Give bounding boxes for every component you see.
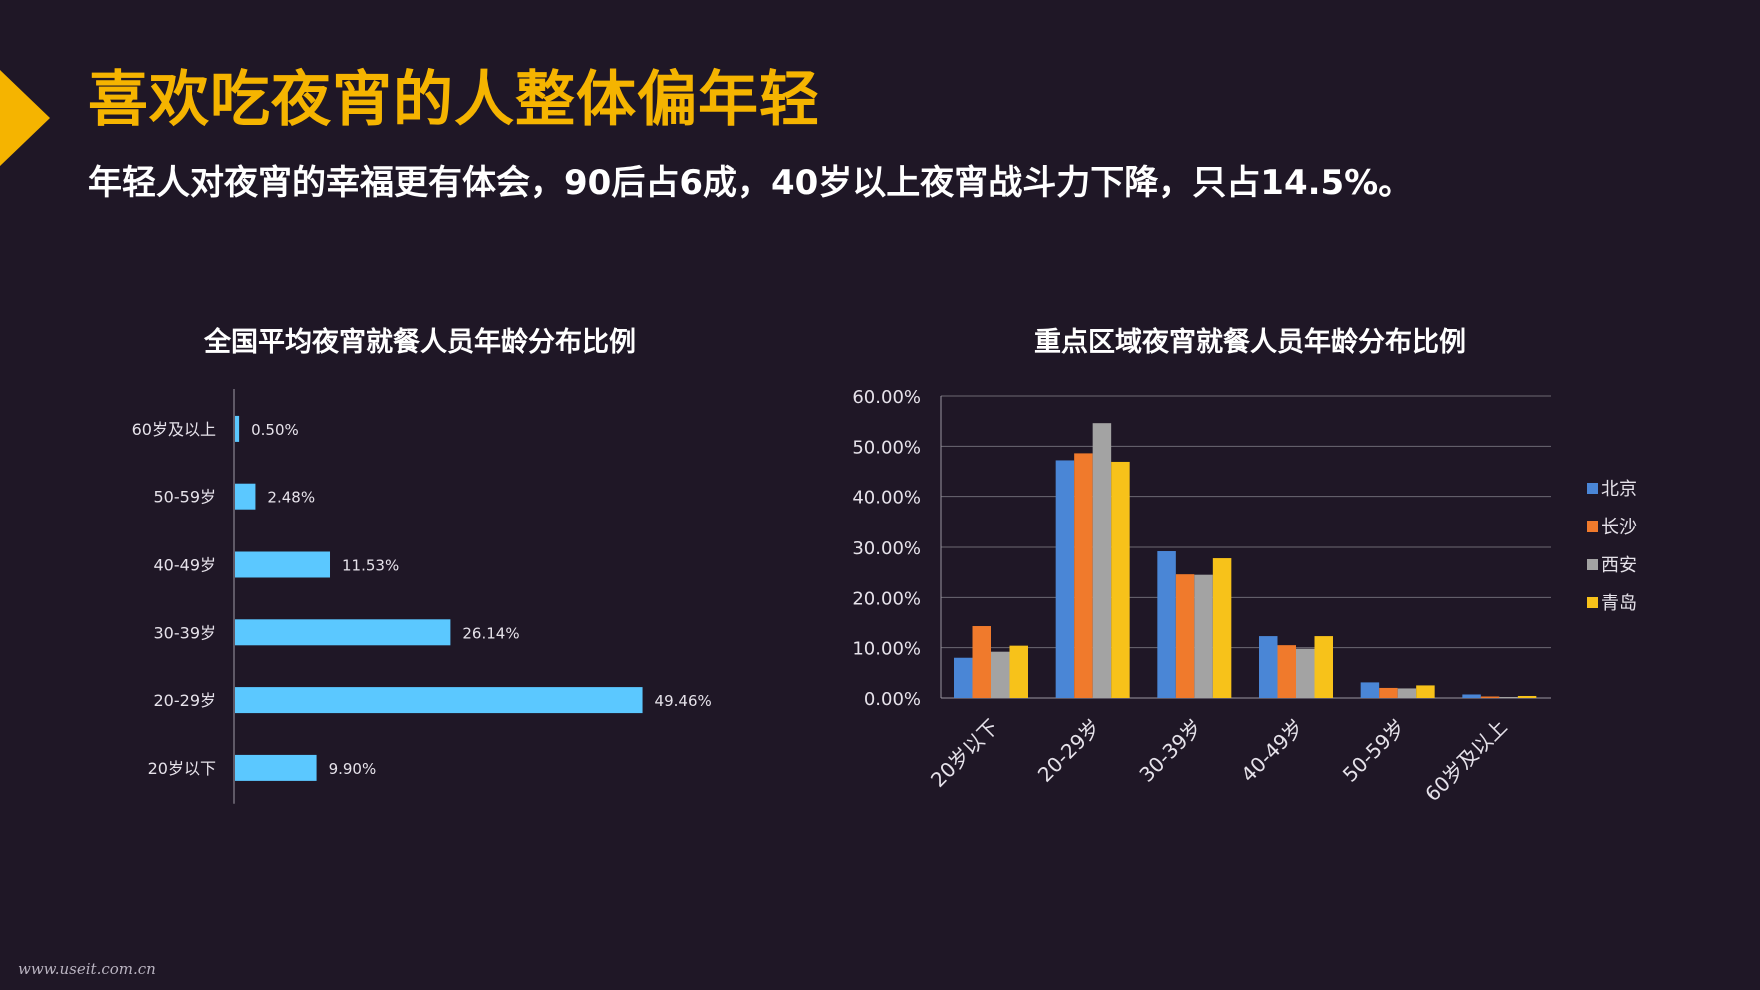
bar [972, 626, 991, 698]
bar [1296, 648, 1315, 698]
bar [1277, 645, 1296, 698]
legend-swatch [1587, 483, 1598, 494]
x-tick-label: 30-39岁 [1134, 715, 1206, 787]
bar [1092, 423, 1112, 698]
legend-label: 青岛 [1601, 593, 1637, 614]
bar [1517, 695, 1537, 698]
bar [1055, 460, 1075, 698]
legend-label: 长沙 [1601, 517, 1637, 538]
y-tick-label: 10.00% [852, 639, 921, 660]
category-label: 30-39岁 [154, 623, 217, 642]
y-tick-label: 20.00% [852, 588, 921, 609]
bar [235, 754, 317, 781]
bar [1499, 696, 1518, 698]
bar [954, 657, 973, 698]
bar [1480, 696, 1500, 698]
bar [235, 687, 643, 714]
regional-age-column-chart: 0.00% 10.00% 20.00% 30.00% 40.00% 50.00% 60.00… [852, 387, 1637, 807]
data-label: 26.14% [462, 624, 519, 642]
bar [1212, 558, 1232, 698]
category-label: 20-29岁 [154, 691, 217, 710]
bar [235, 619, 451, 646]
data-label: 0.50% [251, 421, 299, 439]
bar [235, 483, 256, 510]
bar [1009, 645, 1028, 698]
legend-swatch [1587, 521, 1598, 532]
bar [1175, 574, 1195, 698]
bar [1074, 453, 1093, 698]
accent-arrow-shape [0, 70, 50, 166]
y-tick-label: 40.00% [852, 488, 921, 509]
bar [235, 551, 331, 578]
x-tick-label: 20岁以下 [926, 715, 1003, 792]
national-chart-title: 全国平均夜宵就餐人员年龄分布比例 [204, 327, 636, 358]
national-age-bar-chart: 60岁及以上 0.50% 50-59岁 2.48% 40-49岁 11.53% 30-39岁… [132, 389, 712, 804]
bar [1111, 461, 1130, 698]
legend-label: 北京 [1601, 479, 1637, 500]
legend-swatch [1587, 597, 1598, 608]
x-tick-label: 20-29岁 [1033, 715, 1105, 787]
y-tick-label: 50.00% [852, 437, 921, 458]
x-tick-label: 40-49岁 [1236, 715, 1308, 787]
bar [1379, 687, 1398, 698]
bar [1194, 574, 1213, 698]
data-label: 49.46% [655, 692, 712, 710]
x-tick-label: 60岁及以上 [1420, 715, 1512, 807]
watermark-text: www.useit.com.cn [18, 960, 156, 978]
category-label: 40-49岁 [154, 556, 217, 575]
category-label: 50-59岁 [154, 488, 217, 507]
bar [235, 415, 240, 442]
bar [1397, 688, 1417, 698]
x-tick-label: 50-59岁 [1338, 715, 1410, 787]
category-label: 20岁以下 [148, 759, 216, 778]
bar [1314, 636, 1333, 698]
data-label: 11.53% [342, 557, 399, 575]
bar [1416, 685, 1435, 698]
y-tick-label: 30.00% [852, 538, 921, 559]
page-subtitle: 年轻人对夜宵的幸福更有体会，90后占6成，40岁以上夜宵战斗力下降，只占14.5… [88, 163, 1413, 203]
bar [1259, 636, 1278, 698]
data-label: 2.48% [267, 489, 315, 507]
legend-label: 西安 [1601, 555, 1637, 576]
legend-swatch [1587, 559, 1598, 570]
category-label: 60岁及以上 [132, 420, 216, 439]
bar [1462, 694, 1481, 698]
page-title: 喜欢吃夜宵的人整体偏年轻 [88, 65, 820, 135]
data-label: 9.90% [329, 760, 377, 778]
y-tick-label: 60.00% [852, 387, 921, 408]
bar [1157, 551, 1176, 698]
bar [1360, 682, 1380, 698]
y-tick-label: 0.00% [864, 689, 921, 710]
regional-chart-title: 重点区域夜宵就餐人员年龄分布比例 [1034, 327, 1466, 358]
bar [991, 651, 1010, 698]
